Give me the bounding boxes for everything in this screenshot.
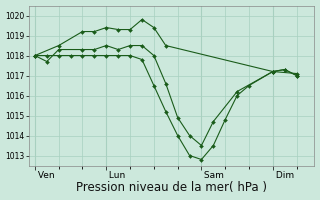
X-axis label: Pression niveau de la mer( hPa ): Pression niveau de la mer( hPa ) <box>76 181 267 194</box>
